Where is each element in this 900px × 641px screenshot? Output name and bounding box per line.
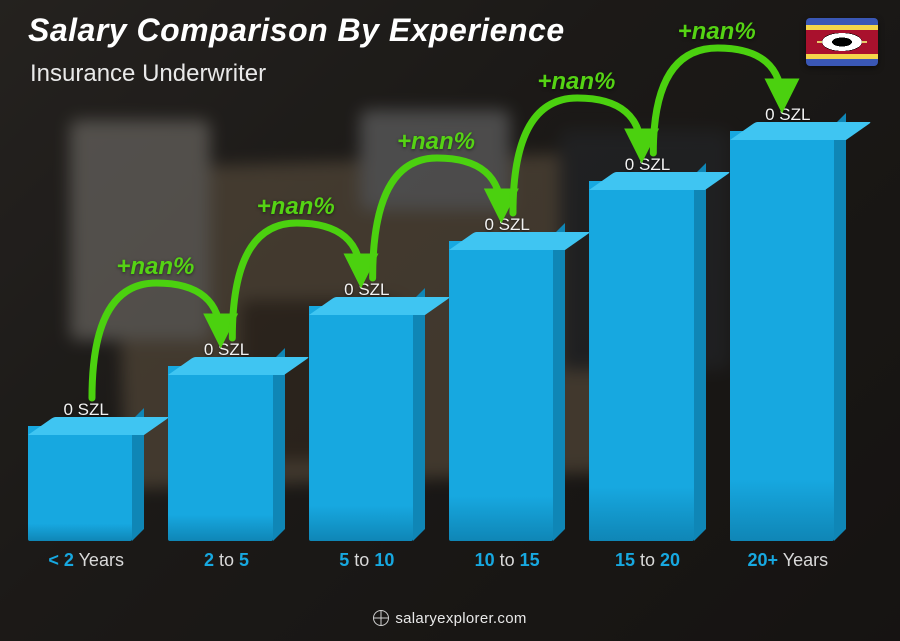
bar-top-face xyxy=(730,122,872,140)
bars-container: 0 SZL0 SZL0 SZL0 SZL0 SZL0 SZL xyxy=(28,110,846,541)
x-axis-label: 10 to 15 xyxy=(449,550,565,571)
bar xyxy=(589,181,705,541)
x-axis-label: 2 to 5 xyxy=(168,550,284,571)
bar-side-face xyxy=(273,348,285,541)
page-title: Salary Comparison By Experience xyxy=(28,12,565,49)
footer-text: salaryexplorer.com xyxy=(395,610,526,627)
bar-side-face xyxy=(553,223,565,541)
infographic-stage: Salary Comparison By Experience Insuranc… xyxy=(0,0,900,641)
bar xyxy=(449,241,565,541)
bar-top-face xyxy=(28,417,170,435)
x-axis-label: 5 to 10 xyxy=(309,550,425,571)
bar-slot: 0 SZL xyxy=(309,280,425,541)
bar xyxy=(28,426,144,541)
country-flag-eswatini xyxy=(806,18,878,66)
bar-top-face xyxy=(168,357,310,375)
x-axis-label: < 2 Years xyxy=(28,550,144,571)
bar-top-face xyxy=(589,172,731,190)
footer: salaryexplorer.com xyxy=(0,610,900,627)
bar-front-face xyxy=(589,181,693,541)
bar-slot: 0 SZL xyxy=(449,215,565,541)
bar xyxy=(168,366,284,541)
bar-slot: 0 SZL xyxy=(589,155,705,541)
bar-slot: 0 SZL xyxy=(28,400,144,541)
salary-bar-chart: 0 SZL0 SZL0 SZL0 SZL0 SZL0 SZL +nan%+nan… xyxy=(28,110,846,571)
bar-front-face xyxy=(449,241,553,541)
globe-icon xyxy=(373,610,389,626)
bar xyxy=(309,306,425,541)
bar-front-face xyxy=(730,131,834,541)
bar-top-face xyxy=(309,297,451,315)
growth-pct-label: +nan% xyxy=(537,68,615,96)
page-subtitle: Insurance Underwriter xyxy=(30,60,266,88)
flag-band-blue-top xyxy=(806,18,878,25)
x-axis-label: 15 to 20 xyxy=(589,550,705,571)
bar-slot: 0 SZL xyxy=(168,340,284,541)
bar-side-face xyxy=(694,163,706,541)
bar-front-face xyxy=(168,366,272,541)
flag-shield xyxy=(822,33,862,51)
flag-band-blue-bottom xyxy=(806,59,878,66)
x-axis-labels: < 2 Years 2 to 5 5 to 10 10 to 15 15 to 20 20… xyxy=(28,550,846,571)
bar-front-face xyxy=(28,426,132,541)
bar xyxy=(730,131,846,541)
bar-side-face xyxy=(834,113,846,541)
bar-front-face xyxy=(309,306,413,541)
x-axis-label: 20+ Years xyxy=(730,550,846,571)
bar-top-face xyxy=(449,232,591,250)
growth-pct-label: +nan% xyxy=(678,18,756,46)
bar-side-face xyxy=(413,288,425,541)
bar-slot: 0 SZL xyxy=(730,105,846,541)
